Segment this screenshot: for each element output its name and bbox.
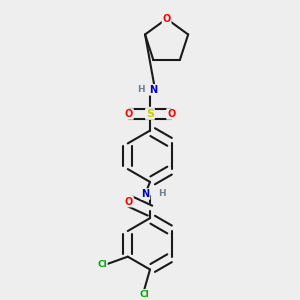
Text: Cl: Cl [97,260,107,269]
Text: O: O [125,109,133,119]
Text: S: S [146,109,154,119]
Text: H: H [158,190,166,199]
Text: O: O [163,14,171,24]
Text: O: O [125,196,133,206]
Text: Cl: Cl [139,290,149,299]
Text: O: O [167,109,175,119]
Text: N: N [141,189,149,199]
Text: H: H [137,85,145,94]
Text: N: N [149,85,157,95]
